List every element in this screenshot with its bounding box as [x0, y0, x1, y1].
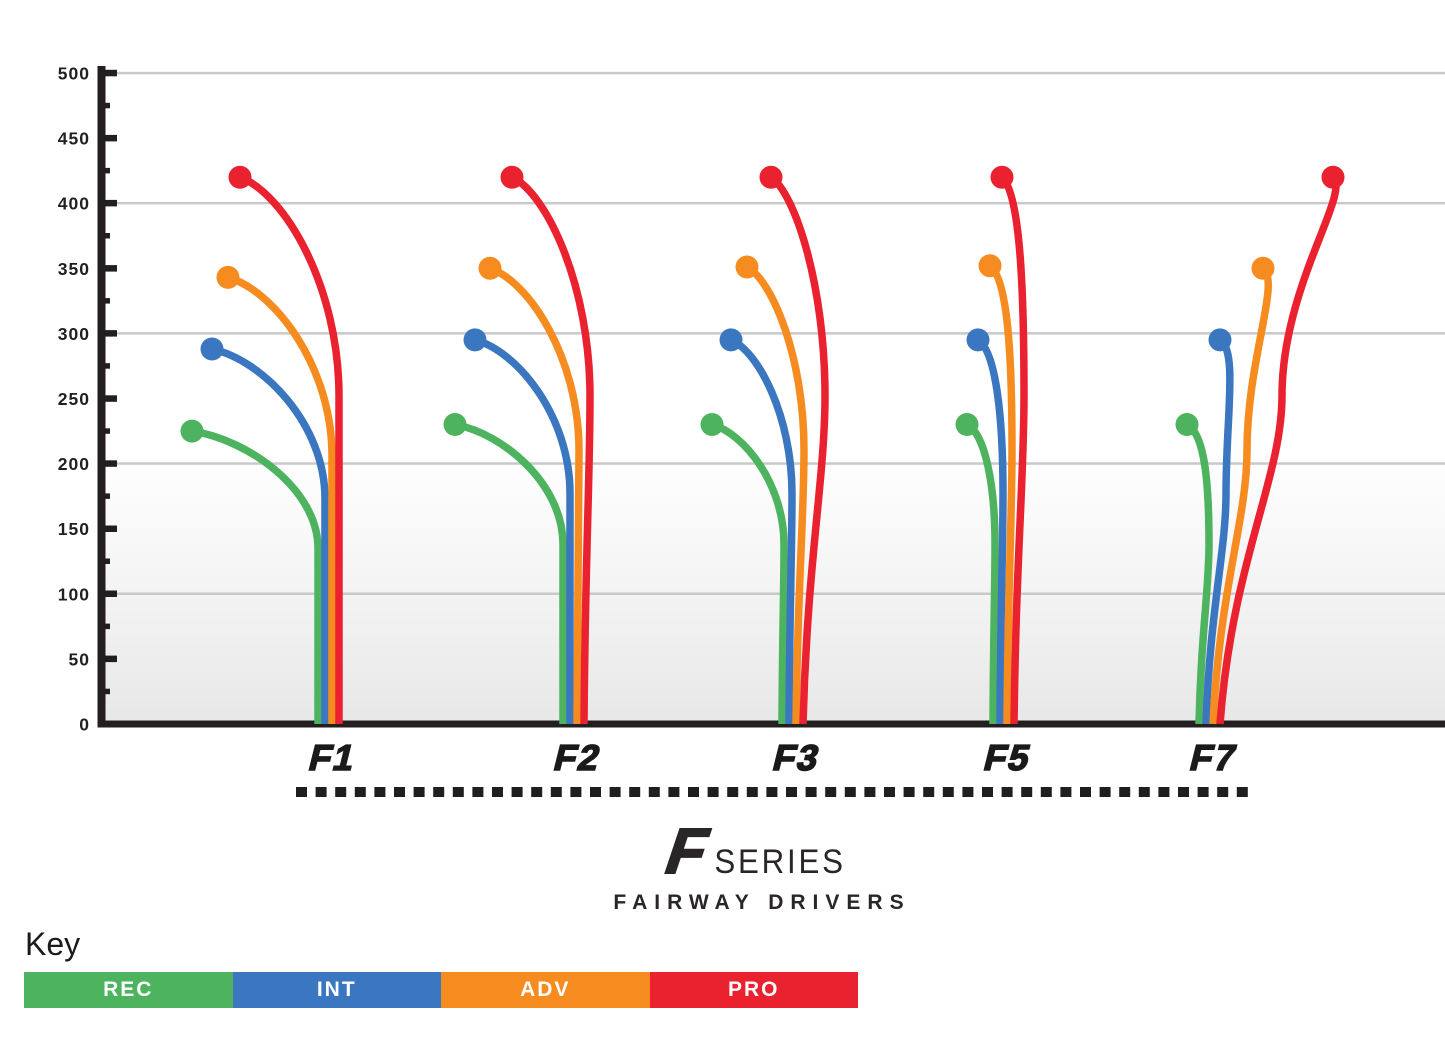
- series-letter: F: [661, 814, 712, 888]
- flight-dot-F3-PRO: [759, 165, 783, 189]
- key-segment-label-int: INT: [316, 978, 357, 1001]
- flight-dot-F2-PRO: [500, 165, 524, 189]
- disc-label-text-F5: F5: [980, 738, 1036, 778]
- flight-path-F3-PRO: [768, 174, 829, 725]
- flight-dot-F7-PRO: [1321, 165, 1345, 189]
- gridline-200: [105, 462, 1445, 465]
- flight-path-F7-INT: [1202, 336, 1234, 725]
- flight-path-F7-ADV: [1209, 265, 1272, 725]
- y-axis-label-500: 500: [58, 64, 90, 84]
- flight-path-F3-ADV: [744, 263, 808, 725]
- gridline-300: [105, 332, 1445, 335]
- flight-path-F5-INT: [975, 336, 1007, 725]
- flight-dot-F5-PRO: [990, 165, 1014, 189]
- flight-path-F1-REC: [191, 427, 322, 724]
- y-axis-label-150: 150: [58, 519, 90, 539]
- flight-path-F2-PRO: [510, 173, 594, 725]
- flight-path-F1-PRO: [238, 173, 343, 724]
- y-axis-label-100: 100: [58, 584, 90, 604]
- major-tick-150: [101, 525, 117, 532]
- y-axis-label-450: 450: [58, 129, 90, 149]
- y-axis-label-400: 400: [58, 194, 90, 214]
- flight-path-F2-INT: [473, 336, 574, 724]
- key-label: Key: [25, 926, 81, 962]
- y-axis-label-200: 200: [58, 454, 90, 474]
- flight-path-F5-PRO: [999, 174, 1028, 725]
- key-segment-label-pro: PRO: [727, 978, 780, 1001]
- flight-dot-F3-REC: [700, 413, 724, 436]
- flight-dot-F5-ADV: [978, 254, 1002, 278]
- disc-label-F5: F5: [979, 737, 1037, 779]
- disc-label-text-F3: F3: [769, 738, 825, 778]
- flight-path-F2-REC: [454, 420, 567, 725]
- disc-label-text-F7: F7: [1186, 738, 1242, 778]
- flight-path-F7-PRO: [1216, 174, 1340, 725]
- flight-dot-F7-REC: [1175, 413, 1199, 436]
- y-axis-line: [97, 66, 106, 728]
- gridline-500: [105, 71, 1445, 75]
- flight-path-F1-ADV: [226, 273, 336, 724]
- disc-label-F3: F3: [768, 737, 826, 779]
- gridline-100: [105, 592, 1445, 595]
- flight-dot-F7-ADV: [1251, 256, 1275, 280]
- major-tick-500: [101, 69, 117, 77]
- y-axis-label-50: 50: [69, 649, 90, 669]
- y-axis-label-350: 350: [58, 259, 90, 279]
- flight-path-F7-REC: [1184, 421, 1213, 725]
- flight-path-F5-ADV: [987, 262, 1016, 725]
- flight-dot-F1-ADV: [216, 265, 240, 289]
- key-segment-rec: REC: [24, 972, 233, 1008]
- key-segment-int: INT: [232, 972, 441, 1008]
- flight-dot-F3-INT: [719, 328, 743, 352]
- key-segment-label-adv: ADV: [520, 978, 571, 1001]
- flight-dot-F2-ADV: [478, 256, 502, 280]
- flight-path-F3-REC: [710, 420, 788, 725]
- flight-dot-F1-PRO: [228, 165, 252, 189]
- series-subtitle: FAIRWAY DRIVERS: [613, 891, 911, 914]
- flight-path-F5-REC: [964, 421, 999, 725]
- y-axis-label-300: 300: [58, 324, 90, 344]
- flight-dot-F2-INT: [463, 328, 487, 352]
- key-segment-pro: PRO: [649, 972, 858, 1008]
- key-segment-adv: ADV: [441, 972, 650, 1008]
- flight-dot-F7-INT: [1208, 328, 1232, 352]
- major-tick-350: [101, 265, 117, 272]
- disc-label-F7: F7: [1185, 737, 1243, 779]
- disc-label-text-F2: F2: [550, 738, 606, 778]
- flight-dot-F5-INT: [966, 328, 990, 352]
- flight-path-F2-ADV: [488, 264, 583, 725]
- flight-path-F3-INT: [729, 336, 796, 725]
- series-title-line: F SERIES: [613, 814, 910, 888]
- flight-dot-F1-REC: [180, 419, 204, 443]
- key-bar: REC INT ADV PRO: [24, 972, 858, 1008]
- key-segment-label-rec: REC: [103, 978, 154, 1001]
- gridline-400: [105, 201, 1445, 205]
- y-axis-label-250: 250: [58, 389, 90, 409]
- major-tick-250: [101, 395, 117, 402]
- major-tick-300: [101, 330, 117, 337]
- flight-dot-F5-REC: [955, 413, 979, 436]
- disc-label-F1: F1: [304, 737, 362, 779]
- series-title: F SERIES FAIRWAY DRIVERS: [613, 814, 911, 915]
- flight-path-F1-INT: [211, 345, 329, 725]
- major-tick-200: [101, 460, 117, 467]
- flight-dot-F2-REC: [443, 413, 467, 436]
- series-word: SERIES: [714, 843, 846, 881]
- major-tick-450: [101, 134, 117, 142]
- y-axis-label-0: 0: [79, 715, 90, 735]
- flight-dot-F1-INT: [200, 337, 224, 361]
- flight-dot-F3-ADV: [735, 255, 759, 279]
- major-tick-100: [101, 590, 117, 597]
- major-tick-50: [101, 655, 117, 663]
- x-axis-line: [97, 720, 1445, 728]
- disc-label-text-F1: F1: [305, 738, 361, 778]
- disc-label-F2: F2: [549, 737, 607, 779]
- major-tick-400: [101, 199, 117, 207]
